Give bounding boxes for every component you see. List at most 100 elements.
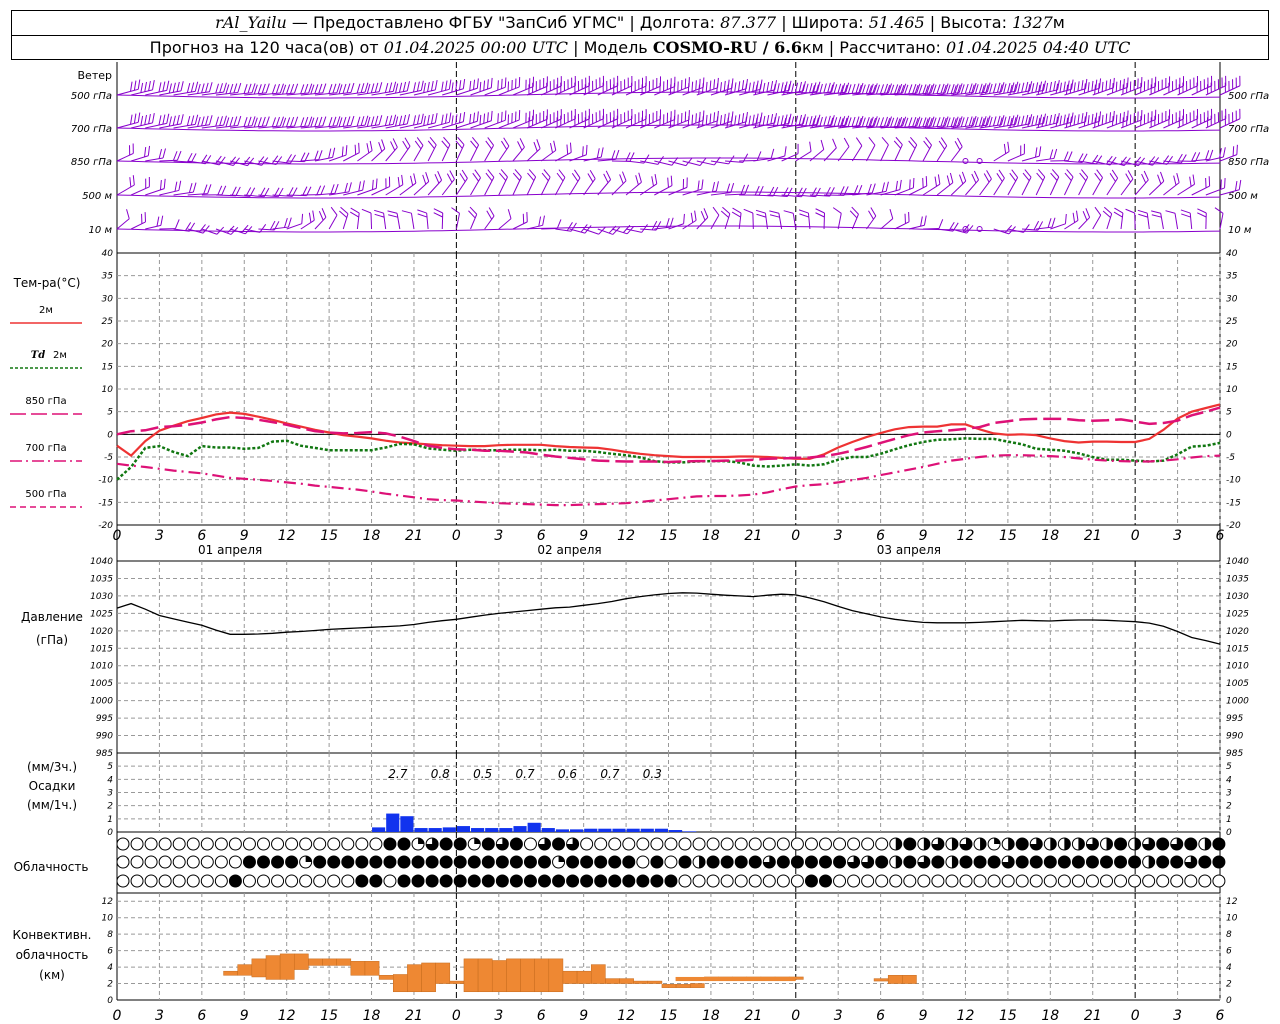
wind-barb: [1102, 206, 1113, 230]
cloud-symbol: [973, 837, 987, 851]
legend-label: 2м: [53, 350, 67, 361]
wind-barb: [329, 182, 352, 196]
wind-barb: [258, 83, 284, 96]
y-tick-label-right: 1010: [1226, 662, 1249, 672]
cloud-symbol: [706, 874, 720, 888]
cloud-symbol: [678, 874, 692, 888]
wind-barb: [1177, 75, 1199, 96]
cloud-symbol: [987, 837, 1001, 851]
wind-barb: [554, 169, 566, 196]
wind-barb: [1149, 76, 1171, 96]
wind-barb: [187, 82, 213, 96]
wind-barb: [441, 136, 451, 162]
y-tick-label-left: 1005: [90, 679, 113, 689]
wind-barb: [131, 80, 155, 96]
wind-barb: [286, 83, 313, 96]
wind-barb: [597, 225, 621, 235]
conv-panel-title: облачность: [16, 948, 89, 962]
forecast-label: Прогноз на 120 часа(ов) от: [149, 38, 384, 57]
conv-cloud-bar: [661, 984, 677, 988]
precip-bar: [626, 828, 640, 832]
cloud-symbol: [1015, 837, 1029, 851]
wind-barb: [852, 116, 878, 129]
cloud-symbol: [1114, 837, 1128, 851]
t850-line: [116, 406, 1221, 464]
cloud-symbol: [861, 837, 875, 851]
wind-barb: [739, 151, 762, 162]
wind-barb: [201, 82, 227, 96]
wind-barb: [597, 170, 612, 196]
y-tick-label-right: 1000: [1226, 697, 1249, 707]
wind-barb: [795, 141, 812, 162]
wind-barb: [526, 76, 548, 96]
wind-barb: [710, 155, 735, 165]
cloud-symbol: [1029, 855, 1043, 869]
x-tick-label: 9: [240, 528, 249, 544]
cloud-symbol: [425, 855, 439, 869]
x-tick-label: 3: [834, 528, 843, 544]
conv-cloud-bar: [251, 958, 267, 978]
x-tick-label: 21: [744, 528, 762, 544]
wind-barb: [654, 175, 673, 196]
cloud-symbol: [257, 855, 270, 869]
wind-barb: [866, 181, 889, 196]
wind-barb: [965, 115, 991, 129]
precip-3h-sum: 0.7: [600, 767, 619, 781]
wind-barb: [173, 152, 197, 163]
wind-barb: [116, 175, 135, 196]
cloud-symbol: [538, 855, 551, 869]
wind-barb: [908, 116, 935, 129]
wind-barb: [433, 208, 444, 230]
wind-barb: [442, 78, 466, 96]
cloud-symbol: [214, 874, 228, 888]
x-tick-label: 18: [1041, 528, 1059, 544]
wind-barb: [937, 83, 963, 96]
x-tick-label: 9: [919, 528, 928, 544]
wind-barb: [951, 224, 974, 234]
y-tick-label-left: 1030: [90, 592, 113, 602]
wind-barb: [950, 137, 963, 162]
wind-barb: [1092, 206, 1102, 230]
wind-barb: [583, 226, 606, 235]
wind-barb: [371, 176, 391, 196]
wind-barb: [541, 76, 562, 96]
precip-bar: [372, 827, 386, 832]
cloud-symbol: [1057, 874, 1071, 888]
cloud-symbol: [1156, 874, 1170, 888]
wind-barb: [258, 116, 284, 129]
wind-barb: [849, 206, 859, 230]
wind-barb: [640, 76, 662, 96]
cloud-symbol: [1128, 855, 1142, 869]
header-separator: |: [624, 13, 640, 32]
cloud-symbol: [509, 837, 523, 851]
y-tick-label-left: 12: [102, 897, 114, 907]
y-tick-label-left: 15: [102, 362, 114, 372]
cloud-symbol: [397, 874, 411, 888]
cloud-symbol: [130, 837, 144, 851]
cloud-symbol: [200, 855, 214, 869]
wind-barb: [470, 136, 480, 162]
pressure-unit: (гПа): [36, 633, 68, 647]
cloud-symbol: [762, 874, 776, 888]
cloud-symbol: [608, 837, 622, 851]
cloud-symbol: [299, 837, 313, 851]
x-tick-label-bottom: 18: [363, 1008, 381, 1024]
wind-level-label: 500 м: [82, 191, 112, 202]
conv-cloud-bar: [265, 955, 281, 980]
y-tick-label-left: -10: [98, 476, 113, 486]
wind-level-label-right: 850 гПа: [1228, 157, 1269, 168]
cloud-symbol: [1142, 855, 1156, 869]
cloud-symbol: [271, 837, 285, 851]
cloud-symbol: [734, 855, 748, 869]
y-tick-label-right: 30: [1226, 294, 1238, 304]
cloud-symbol: [130, 874, 144, 888]
wind-barb: [201, 115, 227, 129]
wind-level-label-right: 10 м: [1228, 225, 1252, 236]
y-tick-label-right: 1035: [1226, 574, 1249, 584]
wind-barb: [1106, 110, 1129, 129]
legend-label: 700 гПа: [25, 443, 66, 454]
wind-barb: [1063, 169, 1074, 196]
cloud-symbol: [664, 855, 678, 869]
wind-level-label: 700 гПа: [71, 124, 112, 135]
cloud-symbol: [762, 855, 776, 869]
